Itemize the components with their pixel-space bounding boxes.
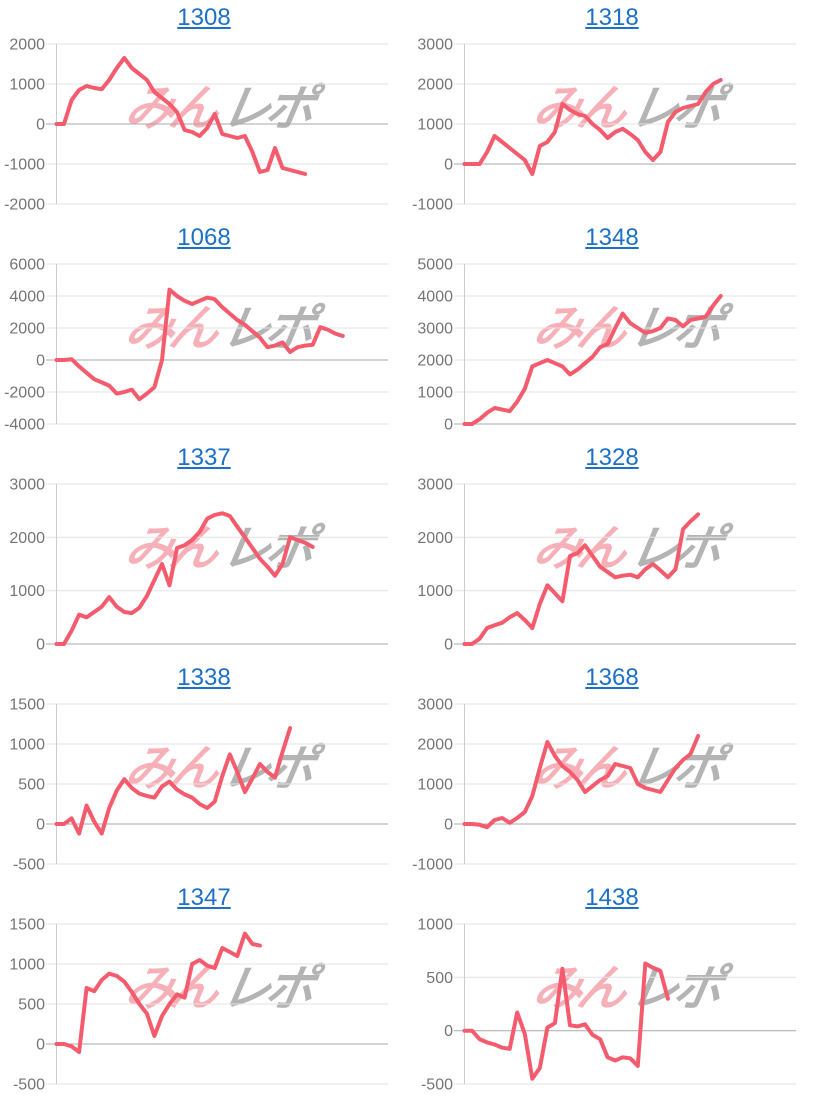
line-chart-1318: 3000 2000 1000 0 -1000	[412, 37, 796, 214]
svg-text:-500: -500	[421, 1077, 453, 1094]
chart-cell-1347: 1347 みんレポ 1500 1000 500 0 -500	[0, 880, 408, 1100]
chart-title-row: 1438	[408, 884, 816, 912]
svg-text:500: 500	[18, 777, 45, 794]
svg-text:2000: 2000	[9, 530, 45, 547]
svg-text:6000: 6000	[9, 257, 45, 274]
svg-text:0: 0	[36, 353, 45, 370]
chart-title-row: 1328	[408, 444, 816, 472]
svg-text:2000: 2000	[417, 77, 453, 94]
svg-text:1000: 1000	[417, 583, 453, 600]
svg-text:2000: 2000	[417, 737, 453, 754]
chart-cell-1337: 1337 みんレポ 3000 2000 1000 0	[0, 440, 408, 660]
line-chart-1347: 1500 1000 500 0 -500	[9, 917, 388, 1094]
svg-text:0: 0	[36, 637, 45, 654]
svg-text:-4000: -4000	[4, 417, 45, 434]
svg-text:2000: 2000	[9, 37, 45, 54]
line-chart-1348: 5000 4000 3000 2000 1000 0	[417, 257, 796, 434]
svg-text:0: 0	[444, 817, 453, 834]
svg-text:3000: 3000	[417, 321, 453, 338]
svg-text:1000: 1000	[9, 77, 45, 94]
line-chart-1338: 1500 1000 500 0 -500	[9, 697, 388, 874]
chart-title-row: 1348	[408, 224, 816, 252]
chart-title-link-1318[interactable]: 1318	[585, 4, 639, 31]
svg-text:1000: 1000	[417, 777, 453, 794]
svg-text:4000: 4000	[9, 289, 45, 306]
chart-title-link-1068[interactable]: 1068	[177, 224, 231, 251]
chart-title-row: 1318	[408, 4, 816, 32]
svg-text:1500: 1500	[9, 697, 45, 714]
svg-text:2000: 2000	[9, 321, 45, 338]
line-chart-1438: 1000 500 0 -500	[417, 917, 796, 1094]
chart-title-link-1348[interactable]: 1348	[585, 224, 639, 251]
chart-cell-1438: 1438 みんレポ 1000 500 0 -500	[408, 880, 816, 1100]
chart-title-link-1438[interactable]: 1438	[585, 884, 639, 911]
chart-title-row: 1308	[0, 4, 408, 32]
line-chart-1337: 3000 2000 1000 0	[9, 477, 388, 654]
chart-title-row: 1337	[0, 444, 408, 472]
line-chart-1328: 3000 2000 1000 0	[417, 477, 796, 654]
svg-text:500: 500	[18, 997, 45, 1014]
svg-text:-1000: -1000	[412, 857, 453, 874]
line-chart-1308: 2000 1000 0 -1000 -2000	[4, 37, 388, 214]
chart-cell-1328: 1328 みんレポ 3000 2000 1000 0	[408, 440, 816, 660]
chart-cell-1308: 1308 みんレポ 2000 1000 0 -1000 -2000	[0, 0, 408, 220]
svg-text:0: 0	[444, 157, 453, 174]
chart-title-row: 1338	[0, 664, 408, 692]
chart-title-row: 1347	[0, 884, 408, 912]
chart-cell-1338: 1338 みんレポ 1500 1000 500 0 -500	[0, 660, 408, 880]
svg-text:-1000: -1000	[4, 157, 45, 174]
svg-text:1000: 1000	[417, 917, 453, 934]
line-chart-1368: 3000 2000 1000 0 -1000	[412, 697, 796, 874]
svg-text:5000: 5000	[417, 257, 453, 274]
chart-title-row: 1068	[0, 224, 408, 252]
svg-text:2000: 2000	[417, 353, 453, 370]
svg-text:3000: 3000	[417, 37, 453, 54]
svg-text:500: 500	[426, 970, 453, 987]
svg-text:1000: 1000	[417, 385, 453, 402]
svg-text:-2000: -2000	[4, 385, 45, 402]
svg-text:0: 0	[444, 1023, 453, 1040]
svg-text:3000: 3000	[417, 697, 453, 714]
svg-text:-2000: -2000	[4, 197, 45, 214]
chart-cell-1368: 1368 みんレポ 3000 2000 1000 0 -1000	[408, 660, 816, 880]
chart-title-link-1347[interactable]: 1347	[177, 884, 231, 911]
svg-text:-500: -500	[13, 857, 45, 874]
svg-text:-500: -500	[13, 1077, 45, 1094]
svg-text:1000: 1000	[9, 583, 45, 600]
chart-title-link-1338[interactable]: 1338	[177, 664, 231, 691]
svg-text:1000: 1000	[9, 957, 45, 974]
chart-cell-1348: 1348 みんレポ 5000 4000 3000 2000 1000 0	[408, 220, 816, 440]
line-chart-1068: 6000 4000 2000 0 -2000 -4000	[4, 257, 388, 434]
chart-cell-1068: 1068 みんレポ 6000 4000 2000 0 -2000 -4000	[0, 220, 408, 440]
svg-text:1000: 1000	[417, 117, 453, 134]
svg-text:0: 0	[444, 417, 453, 434]
chart-title-link-1337[interactable]: 1337	[177, 444, 231, 471]
svg-text:0: 0	[36, 117, 45, 134]
chart-title-link-1328[interactable]: 1328	[585, 444, 639, 471]
svg-text:3000: 3000	[9, 477, 45, 494]
chart-title-link-1368[interactable]: 1368	[585, 664, 639, 691]
chart-title-row: 1368	[408, 664, 816, 692]
svg-text:1500: 1500	[9, 917, 45, 934]
chart-cell-1318: 1318 みんレポ 3000 2000 1000 0 -1000	[408, 0, 816, 220]
svg-text:0: 0	[444, 637, 453, 654]
chart-title-link-1308[interactable]: 1308	[177, 4, 231, 31]
svg-text:1000: 1000	[9, 737, 45, 754]
svg-text:0: 0	[36, 1037, 45, 1054]
svg-text:0: 0	[36, 817, 45, 834]
svg-text:2000: 2000	[417, 530, 453, 547]
svg-text:3000: 3000	[417, 477, 453, 494]
svg-text:-1000: -1000	[412, 197, 453, 214]
svg-text:4000: 4000	[417, 289, 453, 306]
